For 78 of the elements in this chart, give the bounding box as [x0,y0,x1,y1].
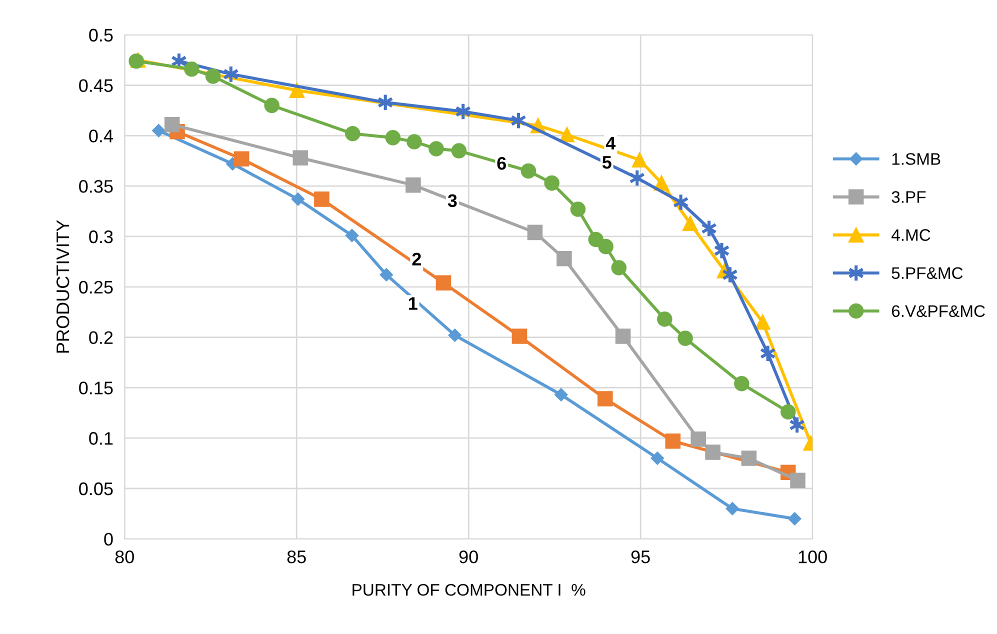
point [554,388,568,402]
point [657,312,672,327]
y-tick-label: 0.45 [79,79,113,92]
point [790,472,806,488]
point [705,444,720,460]
point [234,151,250,166]
point [682,216,698,232]
point [632,152,648,168]
point [385,130,401,146]
legend-label: 3.PF [892,191,926,203]
legend-label: 1.SMB [892,153,940,165]
legend-label: 5.PF&MC [892,267,963,279]
point [289,82,305,98]
point [678,330,693,346]
annotation: 3 [448,194,457,208]
annotation: 4 [606,136,616,150]
point [588,232,604,248]
point [611,260,627,276]
x-tick-label: 90 [459,550,478,564]
point [650,452,664,465]
y-axis-title: PRODUCTIVITY [56,220,70,353]
y-tick-label: 0.25 [79,280,113,294]
annotation: 2 [412,252,421,266]
point [428,141,444,156]
annotation: 1 [408,297,418,310]
point [448,328,462,342]
point [184,62,200,77]
point [380,268,393,282]
point [556,251,572,266]
point [345,126,360,142]
point [559,127,575,142]
point [406,177,421,193]
x-tick-label: 85 [287,550,306,564]
point [734,376,750,392]
point [527,224,543,240]
y-tick-label: 0.4 [89,130,113,142]
point [436,275,452,290]
y-tick-label: 0.05 [79,482,113,496]
point [755,314,770,330]
y-tick-label: 0.35 [79,180,113,193]
annotation: 6 [497,156,506,170]
point [345,228,359,242]
y-tick-label: 0.15 [79,382,113,394]
point [520,163,536,179]
point [690,431,706,447]
point [615,328,631,344]
y-tick-label: 0.5 [89,28,113,42]
point [314,192,330,207]
y-tick-label: 0 [104,532,113,546]
y-tick-label: 0.3 [89,230,113,244]
point [780,404,796,420]
point [152,124,166,138]
point [451,143,467,158]
legend-label: 6.V&PF&MC [892,305,985,318]
point [570,202,586,217]
legend-label: 4.MC [891,229,930,241]
point [512,328,528,344]
point [128,53,144,69]
point [665,433,681,449]
point [726,502,739,516]
point [292,150,308,166]
point [544,175,560,191]
x-tick-label: 80 [115,550,134,564]
point [291,192,305,206]
point [264,98,280,114]
y-tick-label: 0.2 [89,331,113,344]
annotation: 5 [602,156,612,169]
point [788,512,802,526]
point [205,68,221,84]
x-axis-title: PURITY OF COMPONENT I % [352,584,586,596]
point [406,134,422,150]
y-tick-label: 0.1 [89,432,113,445]
point [598,238,614,254]
x-tick-label: 95 [631,550,650,564]
point [164,116,180,132]
point [741,450,757,466]
point [598,391,613,406]
x-tick-label: 100 [798,550,827,564]
